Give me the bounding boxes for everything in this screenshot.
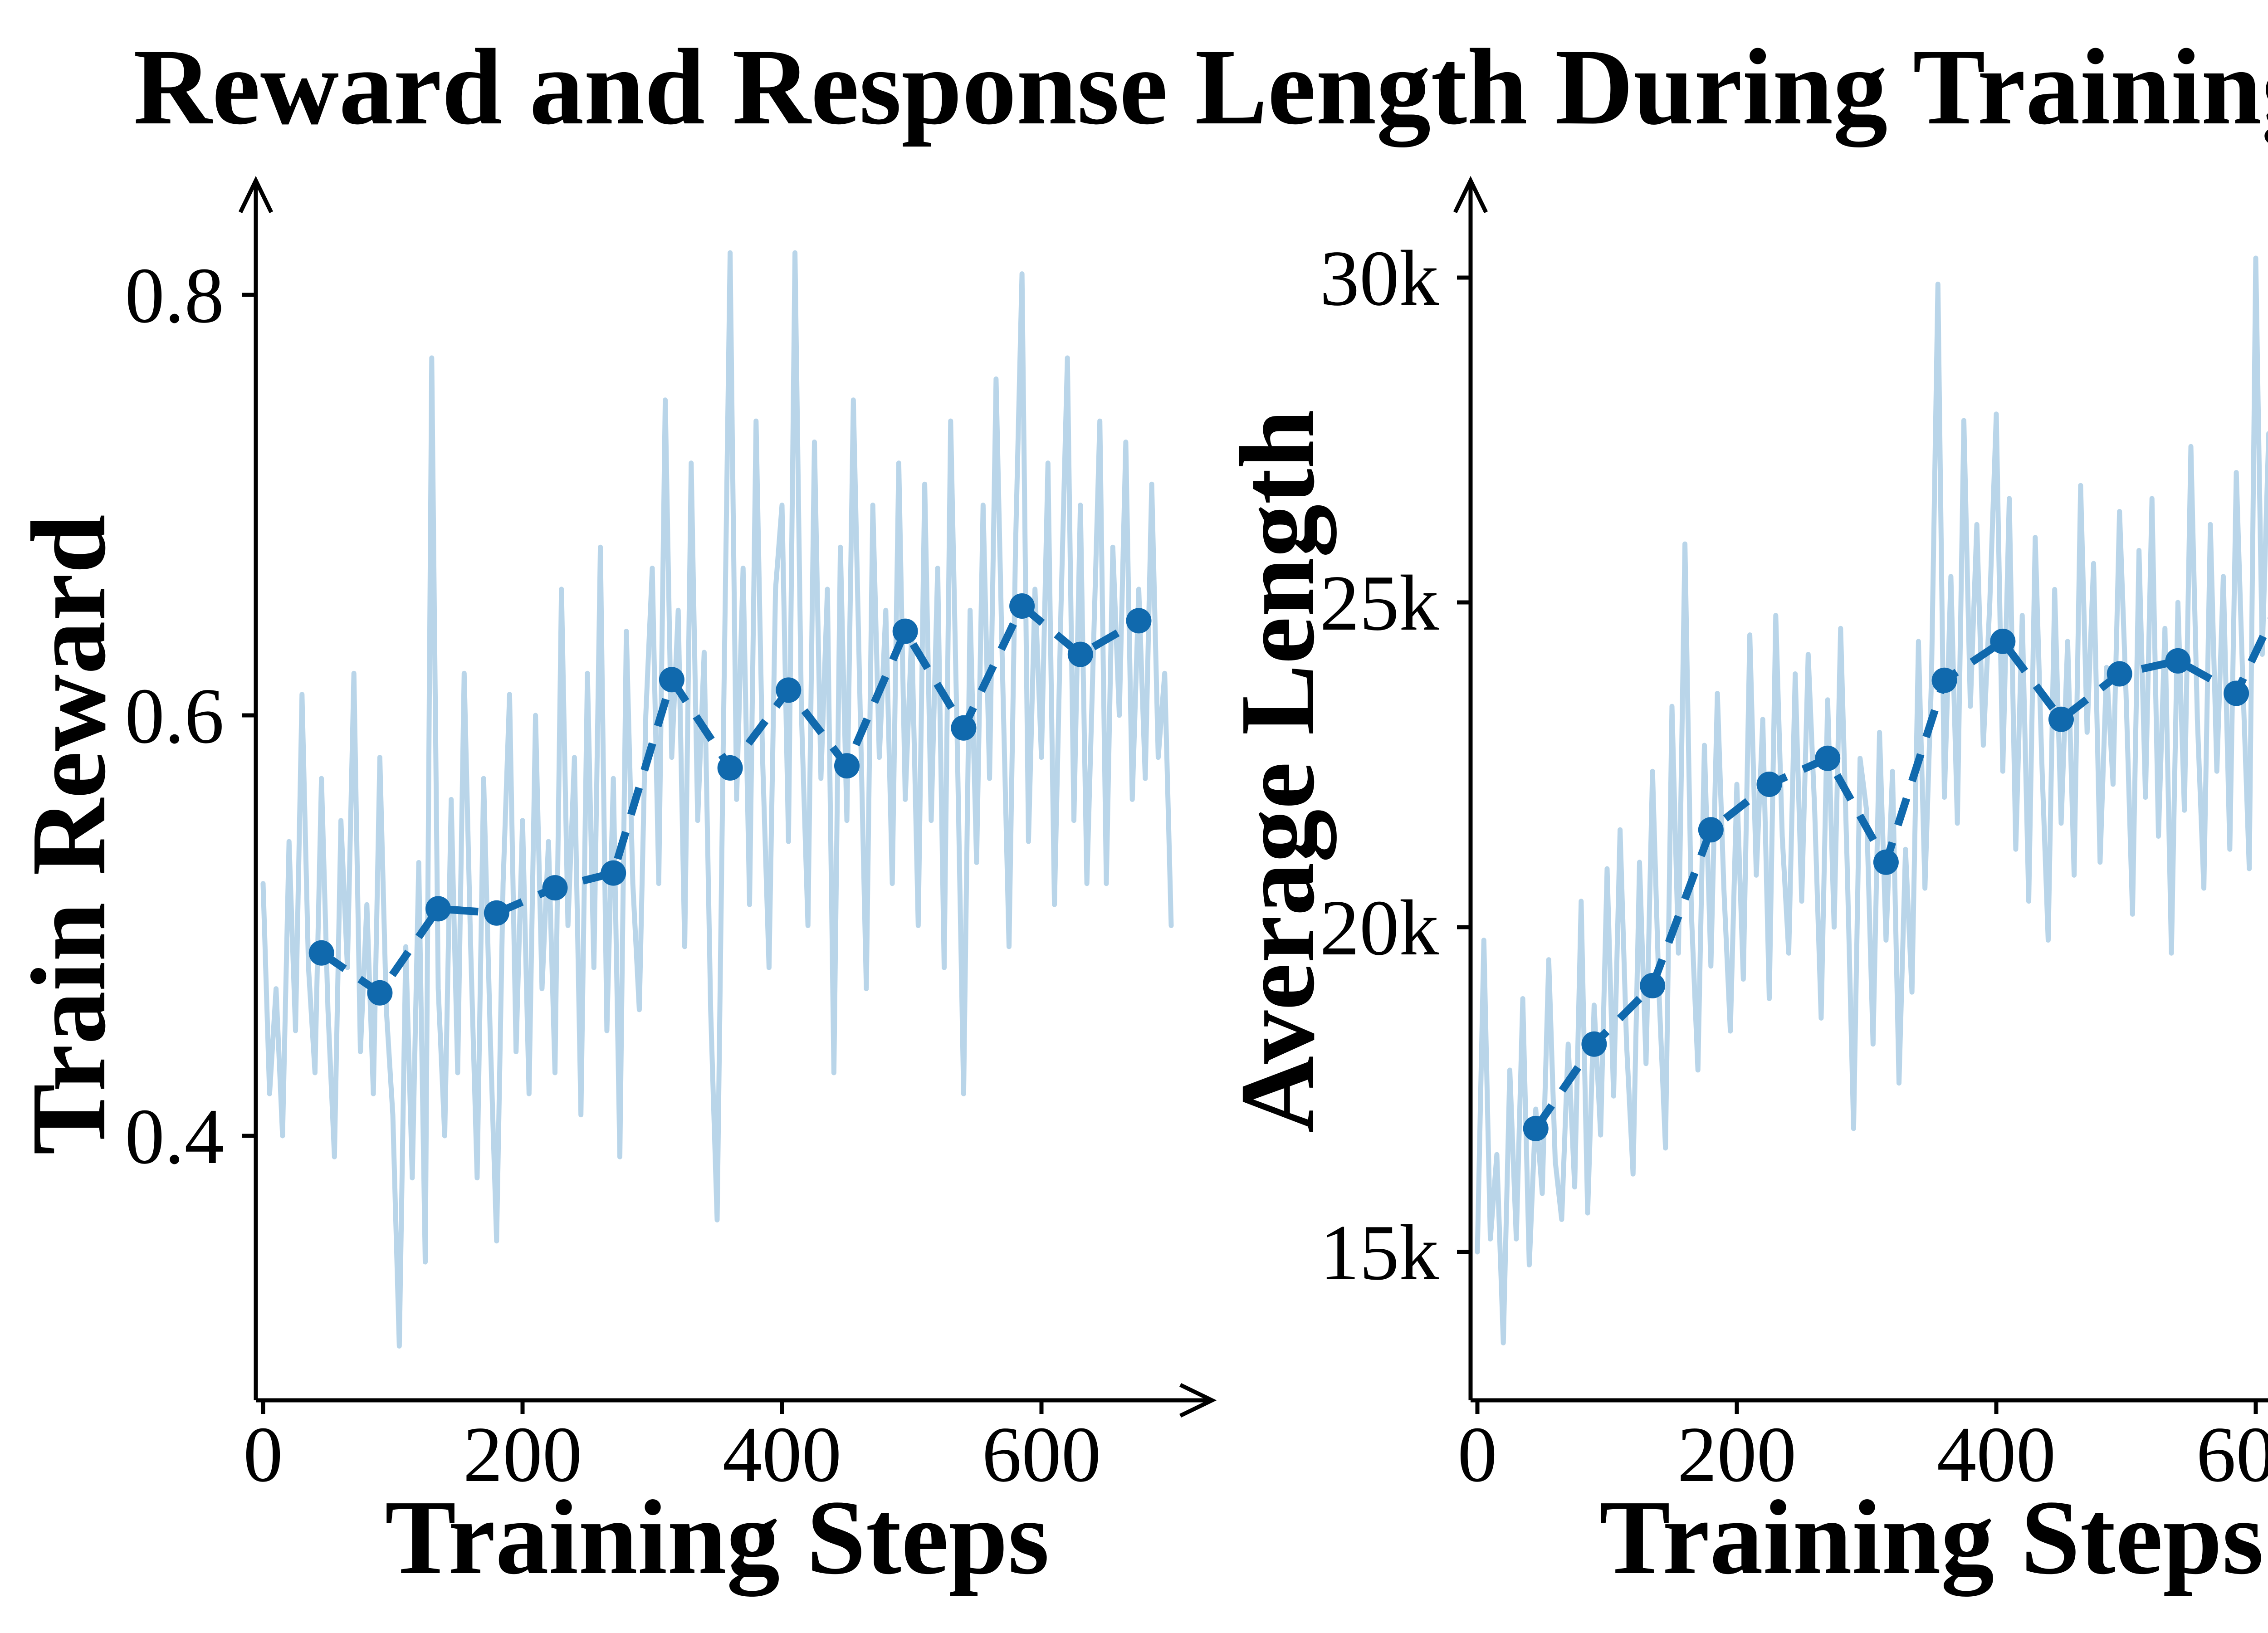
y-tick-label: 15k (1320, 1208, 1439, 1296)
average-length-axes-layer: 0 200 400 600 15k 20k 25k 30k (1320, 176, 2268, 1498)
smoothed-series-marker (2048, 706, 2074, 732)
y-tick-label: 0.4 (125, 1092, 224, 1180)
smoothed-series-marker (542, 875, 568, 901)
smoothed-series-marker (484, 900, 509, 926)
y-tick-label: 0.6 (125, 672, 224, 760)
smoothed-series-marker (1698, 817, 1724, 843)
smoothed-series-marker (1815, 745, 1841, 771)
x-tick-label: 600 (982, 1410, 1101, 1498)
smoothed-series-marker (1640, 973, 1666, 998)
train-reward-chart: 0 200 400 600 0.4 0.6 0.8 Training Steps Train… (10, 176, 1217, 1597)
smoothed-series-marker (717, 755, 743, 781)
y-axis-label: Train Reward (10, 514, 127, 1155)
smoothed-series-marker (601, 860, 626, 886)
smoothed-series-marker (1067, 641, 1093, 667)
smoothed-series-marker (1931, 667, 1957, 693)
y-tick-label: 30k (1320, 234, 1439, 322)
smoothed-series-marker (367, 980, 393, 1006)
smoothed-series-marker (2224, 680, 2249, 706)
smoothed-series-marker (892, 618, 918, 644)
smoothed-series-marker (1581, 1031, 1607, 1057)
x-tick-label: 0 (1457, 1410, 1497, 1498)
y-axis-arrow-icon (238, 176, 274, 213)
x-tick-label: 200 (463, 1410, 582, 1498)
raw-series-line (260, 250, 1174, 1349)
average-length-chart: 0 200 400 600 15k 20k 25k 30k Training Steps Av… (1218, 176, 2268, 1597)
smoothed-series-marker (1990, 628, 2016, 654)
smoothed-series-marker (1009, 593, 1035, 619)
x-tick-label: 200 (1677, 1410, 1797, 1498)
smoothed-series-marker (2165, 648, 2191, 674)
x-tick-label: 400 (1937, 1410, 2056, 1498)
x-axis-label: Training Steps (1599, 1478, 2264, 1597)
smoothed-series-marker (1523, 1115, 1549, 1141)
smoothed-series-marker (776, 677, 802, 703)
smoothed-series-marker (659, 667, 684, 693)
x-tick-label: 600 (2196, 1410, 2268, 1498)
smoothed-series-marker (425, 896, 451, 922)
y-axis-label: Average Length (1218, 410, 1337, 1133)
y-tick-label: 25k (1320, 559, 1439, 647)
raw-series-line (1475, 255, 2268, 1345)
smoothed-series-marker (1756, 772, 1782, 797)
x-tick-label: 0 (243, 1410, 283, 1498)
train-reward-axes-layer: 0 200 400 600 0.4 0.6 0.8 (125, 176, 1217, 1498)
x-axis-arrow-icon (1179, 1383, 1217, 1418)
train-reward-series-layer (260, 250, 1174, 1349)
y-tick-label: 20k (1320, 884, 1439, 972)
y-tick-label: 0.8 (125, 251, 224, 339)
smoothed-series-marker (308, 940, 334, 966)
figure-title: Reward and Response Length During Traini… (133, 26, 2268, 147)
smoothed-series-marker (2107, 661, 2132, 687)
average-length-series-layer (1475, 255, 2268, 1345)
y-axis-arrow-icon (1453, 176, 1488, 213)
smoothed-series-marker (834, 753, 860, 779)
smoothed-series-marker (951, 715, 977, 741)
smoothed-series-marker (1873, 849, 1899, 875)
x-axis-label: Training Steps (385, 1478, 1050, 1597)
smoothed-series-marker (1126, 608, 1152, 634)
x-tick-label: 400 (723, 1410, 842, 1498)
